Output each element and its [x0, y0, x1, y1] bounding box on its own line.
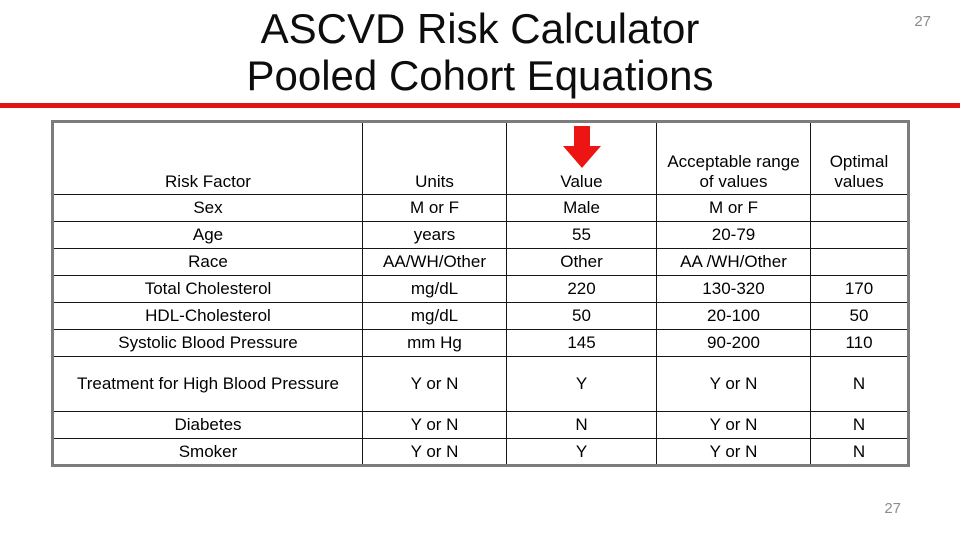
cell-optimal: N: [810, 356, 909, 412]
table-row-age: Age years 55 20-79: [52, 221, 909, 249]
cell-units: AA/WH/Other: [362, 248, 507, 276]
cell-factor: Systolic Blood Pressure: [52, 329, 363, 357]
cell-optimal: N: [810, 411, 909, 439]
col-header-optimal-values: Optimal values: [810, 121, 909, 195]
col-header-value: Value: [506, 121, 657, 195]
table-row-htn-treatment: Treatment for High Blood Pressure Y or N…: [52, 356, 909, 412]
cell-optimal: 110: [810, 329, 909, 357]
cell-optimal: [810, 194, 909, 222]
title-line-1: ASCVD Risk Calculator: [260, 5, 700, 52]
col-header-acceptable-range: Acceptable range of values: [656, 121, 811, 195]
cell-range: 130-320: [656, 275, 811, 303]
title-line-2: Pooled Cohort Equations: [246, 52, 714, 99]
cell-optimal: 50: [810, 302, 909, 330]
col-header-risk-factor: Risk Factor: [52, 121, 363, 195]
red-divider-line: [0, 103, 960, 108]
cell-factor: Sex: [52, 194, 363, 222]
cell-value: N: [506, 411, 657, 439]
cell-factor: Total Cholesterol: [52, 275, 363, 303]
cell-units: Y or N: [362, 356, 507, 412]
cell-range: Y or N: [656, 411, 811, 439]
cell-units: mm Hg: [362, 329, 507, 357]
cell-value: Y: [506, 356, 657, 412]
cell-range: 90-200: [656, 329, 811, 357]
cell-factor: Race: [52, 248, 363, 276]
page-number-bottom: 27: [884, 500, 901, 517]
risk-factor-table: Risk Factor Units Value Acceptable range…: [51, 120, 910, 467]
cell-value: 50: [506, 302, 657, 330]
cell-range: AA /WH/Other: [656, 248, 811, 276]
cell-optimal: 170: [810, 275, 909, 303]
red-down-arrow-icon: [562, 126, 602, 168]
cell-value: Y: [506, 438, 657, 466]
table-row-systolic-bp: Systolic Blood Pressure mm Hg 145 90-200…: [52, 329, 909, 357]
cell-units: years: [362, 221, 507, 249]
cell-units: Y or N: [362, 411, 507, 439]
cell-optimal: [810, 248, 909, 276]
col-header-units: Units: [362, 121, 507, 195]
cell-value: Male: [506, 194, 657, 222]
cell-range: 20-79: [656, 221, 811, 249]
table-header-row: Risk Factor Units Value Acceptable range…: [52, 121, 909, 195]
table-row-diabetes: Diabetes Y or N N Y or N N: [52, 411, 909, 439]
cell-units: mg/dL: [362, 275, 507, 303]
cell-factor: Diabetes: [52, 411, 363, 439]
cell-value: Other: [506, 248, 657, 276]
table-row-smoker: Smoker Y or N Y Y or N N: [52, 438, 909, 466]
cell-value: 220: [506, 275, 657, 303]
cell-factor: Age: [52, 221, 363, 249]
cell-range: Y or N: [656, 438, 811, 466]
slide-title: ASCVD Risk Calculator Pooled Cohort Equa…: [0, 5, 960, 99]
cell-range: 20-100: [656, 302, 811, 330]
cell-units: M or F: [362, 194, 507, 222]
col-header-value-label: Value: [560, 172, 603, 191]
cell-optimal: N: [810, 438, 909, 466]
cell-value: 145: [506, 329, 657, 357]
cell-value: 55: [506, 221, 657, 249]
table-row-hdl-cholesterol: HDL-Cholesterol mg/dL 50 20-100 50: [52, 302, 909, 330]
cell-range: Y or N: [656, 356, 811, 412]
cell-factor: Smoker: [52, 438, 363, 466]
table-row-race: Race AA/WH/Other Other AA /WH/Other: [52, 248, 909, 276]
table-row-total-cholesterol: Total Cholesterol mg/dL 220 130-320 170: [52, 275, 909, 303]
cell-range: M or F: [656, 194, 811, 222]
page-number-top: 27: [914, 13, 931, 30]
cell-units: Y or N: [362, 438, 507, 466]
table-row-sex: Sex M or F Male M or F: [52, 194, 909, 222]
cell-optimal: [810, 221, 909, 249]
cell-units: mg/dL: [362, 302, 507, 330]
cell-factor: HDL-Cholesterol: [52, 302, 363, 330]
cell-factor: Treatment for High Blood Pressure: [52, 356, 363, 412]
